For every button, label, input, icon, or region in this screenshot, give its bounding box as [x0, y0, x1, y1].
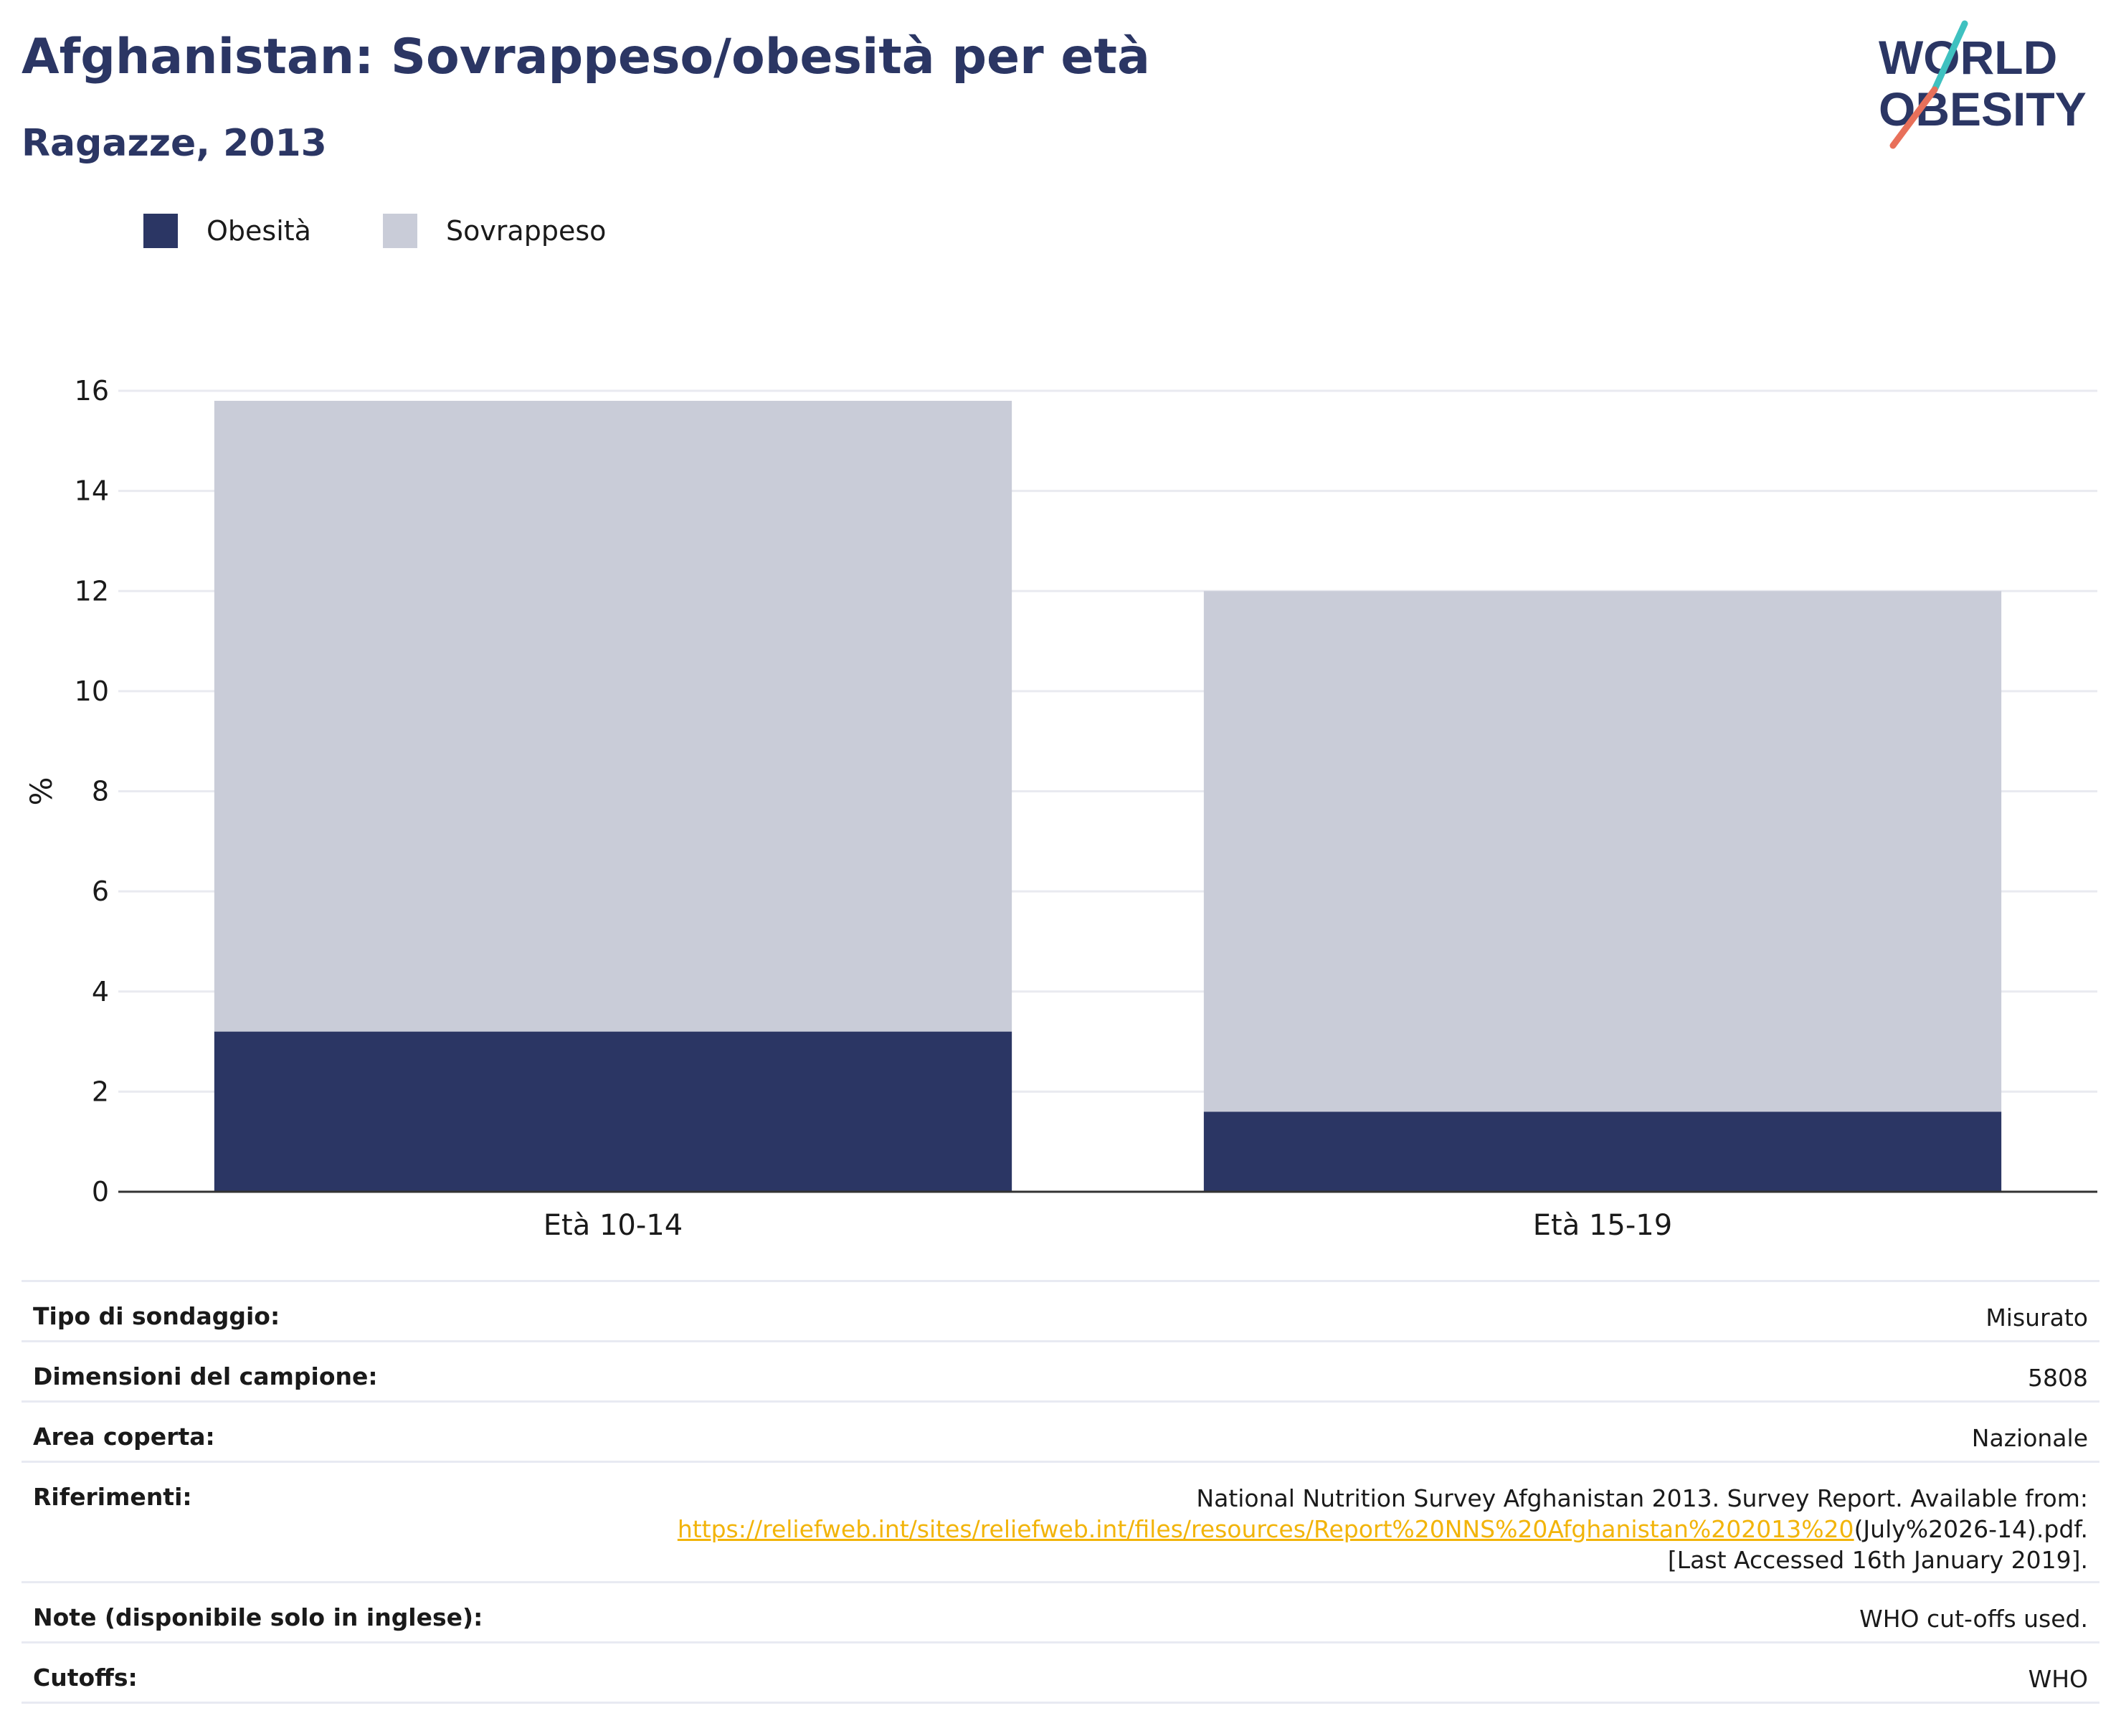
y-tick-label: 14 [75, 475, 109, 507]
meta-row-survey-type: Tipo di sondaggio: Misurato [22, 1280, 2099, 1340]
y-tick-label: 8 [92, 776, 109, 807]
bar-sovrappeso-1 [214, 400, 1012, 1032]
reference-link[interactable]: https://reliefweb.int/sites/reliefweb.in… [677, 1515, 1854, 1543]
y-tick-label: 2 [92, 1076, 109, 1107]
meta-label: Area coperta: [33, 1423, 215, 1451]
chart-legend: Obesità Sovrappeso [143, 214, 678, 248]
chart-title: Afghanistan: Sovrappeso/obesità per età [22, 29, 1150, 85]
legend-label-obesita: Obesità [207, 215, 311, 247]
y-axis-label: % [24, 777, 59, 806]
svg-text:WORLD: WORLD [1879, 31, 2057, 84]
meta-row-sample-size: Dimensioni del campione: 5808 [22, 1340, 2099, 1400]
stacked-bar-chart: 0 2 4 6 8 10 12 14 16% Età 10-14 Età 15-19 [24, 375, 2097, 1242]
meta-row-notes: Note (disponibile solo in inglese): WHO … [22, 1581, 2099, 1641]
bar-obesit--1 [214, 1031, 1012, 1192]
survey-info-table: Tipo di sondaggio: Misurato Dimensioni d… [22, 1280, 2099, 1704]
y-tick-label: 16 [75, 375, 109, 407]
legend-item-obesita[interactable]: Obesità [143, 214, 311, 248]
meta-label: Riferimenti: [33, 1483, 192, 1511]
x-tick-label: Età 15-19 [1533, 1209, 1672, 1242]
reference-text-end: (July%2026-14).pdf. [Last Accessed 16th … [1667, 1515, 2088, 1574]
reference-text: National Nutrition Survey Afghanistan 20… [1196, 1484, 2088, 1512]
legend-swatch-obesita [143, 214, 178, 248]
y-tick-label: 12 [75, 575, 109, 607]
y-tick-label: 4 [92, 976, 109, 1007]
bar-obesit--2 [1203, 1111, 2002, 1192]
meta-value: Misurato [1985, 1304, 2088, 1332]
legend-label-sovrappeso: Sovrappeso [445, 215, 607, 247]
bar-sovrappeso-2 [1203, 591, 2002, 1112]
meta-value-references: National Nutrition Survey Afghanistan 20… [654, 1483, 2088, 1575]
meta-value: 5808 [2028, 1364, 2088, 1392]
legend-item-sovrappeso[interactable]: Sovrappeso [382, 214, 607, 248]
meta-row-references: Riferimenti: National Nutrition Survey A… [22, 1461, 2099, 1581]
meta-label: Dimensioni del campione: [33, 1362, 378, 1390]
meta-row-cutoffs: Cutoffs: WHO [22, 1641, 2099, 1704]
meta-value: WHO cut-offs used. [1859, 1605, 2088, 1633]
meta-value: WHO [2028, 1665, 2088, 1693]
meta-value: Nazionale [1971, 1424, 2088, 1452]
svg-text:OBESITY: OBESITY [1879, 82, 2087, 136]
meta-label: Tipo di sondaggio: [33, 1302, 280, 1330]
meta-label: Cutoffs: [33, 1664, 138, 1692]
meta-label: Note (disponibile solo in inglese): [33, 1603, 483, 1631]
x-tick-label: Età 10-14 [544, 1209, 683, 1242]
meta-row-area: Area coperta: Nazionale [22, 1400, 2099, 1461]
chart-subtitle: Ragazze, 2013 [22, 122, 327, 165]
world-obesity-logo: WORLD OBESITY [1879, 20, 2087, 149]
legend-swatch-sovrappeso [382, 214, 417, 248]
y-tick-label: 0 [92, 1176, 109, 1208]
y-tick-label: 6 [92, 876, 109, 907]
y-tick-label: 10 [75, 675, 109, 707]
